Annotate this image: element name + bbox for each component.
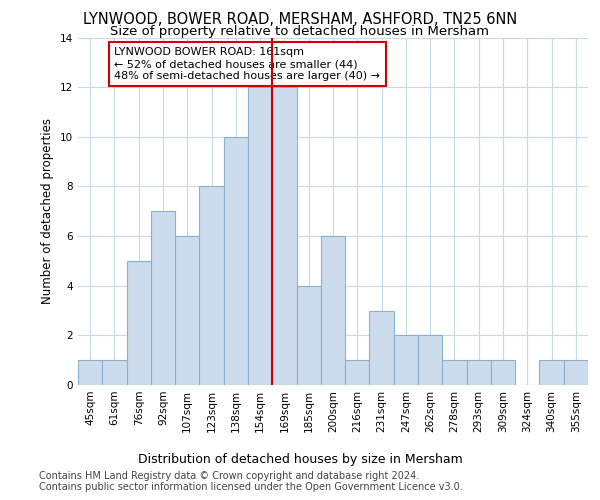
Text: LYNWOOD BOWER ROAD: 161sqm
← 52% of detached houses are smaller (44)
48% of semi: LYNWOOD BOWER ROAD: 161sqm ← 52% of deta… (115, 48, 380, 80)
Bar (539, 360, 564, 385)
Text: Contains public sector information licensed under the Open Government Licence v3: Contains public sector information licen… (39, 482, 463, 492)
Bar (418, 336, 442, 385)
Text: Distribution of detached houses by size in Mersham: Distribution of detached houses by size … (137, 452, 463, 466)
Bar (127, 261, 151, 385)
Bar (175, 236, 199, 385)
Bar (442, 360, 467, 385)
Bar (248, 87, 272, 385)
Bar (394, 336, 418, 385)
Bar (370, 310, 394, 385)
Bar (151, 211, 175, 385)
Bar (345, 360, 370, 385)
Text: Contains HM Land Registry data © Crown copyright and database right 2024.: Contains HM Land Registry data © Crown c… (39, 471, 419, 481)
Bar (321, 236, 345, 385)
Bar (78, 360, 102, 385)
Bar (102, 360, 127, 385)
Bar (491, 360, 515, 385)
Bar (467, 360, 491, 385)
Bar (272, 87, 296, 385)
Bar (199, 186, 224, 385)
Y-axis label: Number of detached properties: Number of detached properties (41, 118, 55, 304)
Bar (296, 286, 321, 385)
Text: LYNWOOD, BOWER ROAD, MERSHAM, ASHFORD, TN25 6NN: LYNWOOD, BOWER ROAD, MERSHAM, ASHFORD, T… (83, 12, 517, 28)
Bar (224, 137, 248, 385)
Text: Size of property relative to detached houses in Mersham: Size of property relative to detached ho… (110, 25, 490, 38)
Bar (564, 360, 588, 385)
